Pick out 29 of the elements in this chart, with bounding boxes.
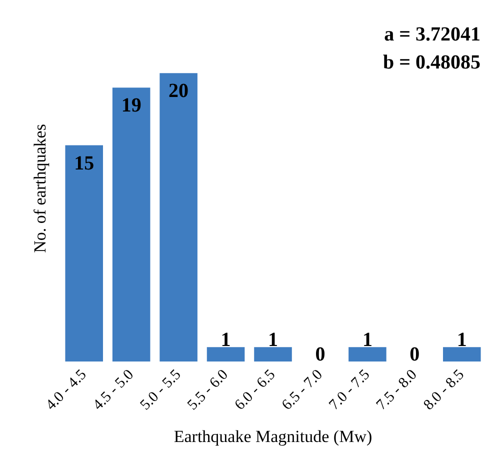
- data-label: 1: [268, 329, 278, 352]
- data-label: 1: [456, 329, 467, 352]
- bar: [254, 347, 292, 362]
- bar: [206, 347, 245, 362]
- bar: [348, 347, 386, 362]
- x-tick-label: 5.0 - 5.5: [138, 366, 184, 414]
- x-tick-label: 4.0 - 4.5: [43, 366, 90, 414]
- bar: [443, 347, 481, 362]
- y-axis-title: No. of earthquakes: [30, 124, 50, 253]
- data-label: 0: [315, 344, 326, 366]
- x-tick-label: 7.5 - 8.0: [374, 366, 420, 414]
- bar: [112, 88, 150, 362]
- x-axis-title: Earthquake Magnitude (Mw): [174, 427, 372, 446]
- data-label: 19: [121, 94, 142, 117]
- data-label: 20: [168, 80, 189, 102]
- x-tick-label: 8.0 - 8.5: [420, 366, 468, 414]
- bar: [160, 73, 198, 362]
- data-label: 1: [362, 329, 372, 352]
- bar: [65, 145, 103, 362]
- x-tick-label: 6.5 - 7.0: [279, 366, 326, 414]
- data-label: 15: [74, 152, 94, 174]
- text: a = 3.72041: [384, 24, 481, 46]
- x-tick-label: 6.0 - 6.5: [232, 366, 279, 414]
- x-tick-label: 4.5 - 5.0: [90, 366, 137, 414]
- data-label: 0: [410, 344, 420, 366]
- x-tick-label: 5.5 - 6.0: [184, 366, 232, 414]
- x-tick-label: 7.0 - 7.5: [326, 366, 374, 414]
- annotation: b = 0.48085: [382, 52, 481, 74]
- data-label: 1: [220, 329, 231, 352]
